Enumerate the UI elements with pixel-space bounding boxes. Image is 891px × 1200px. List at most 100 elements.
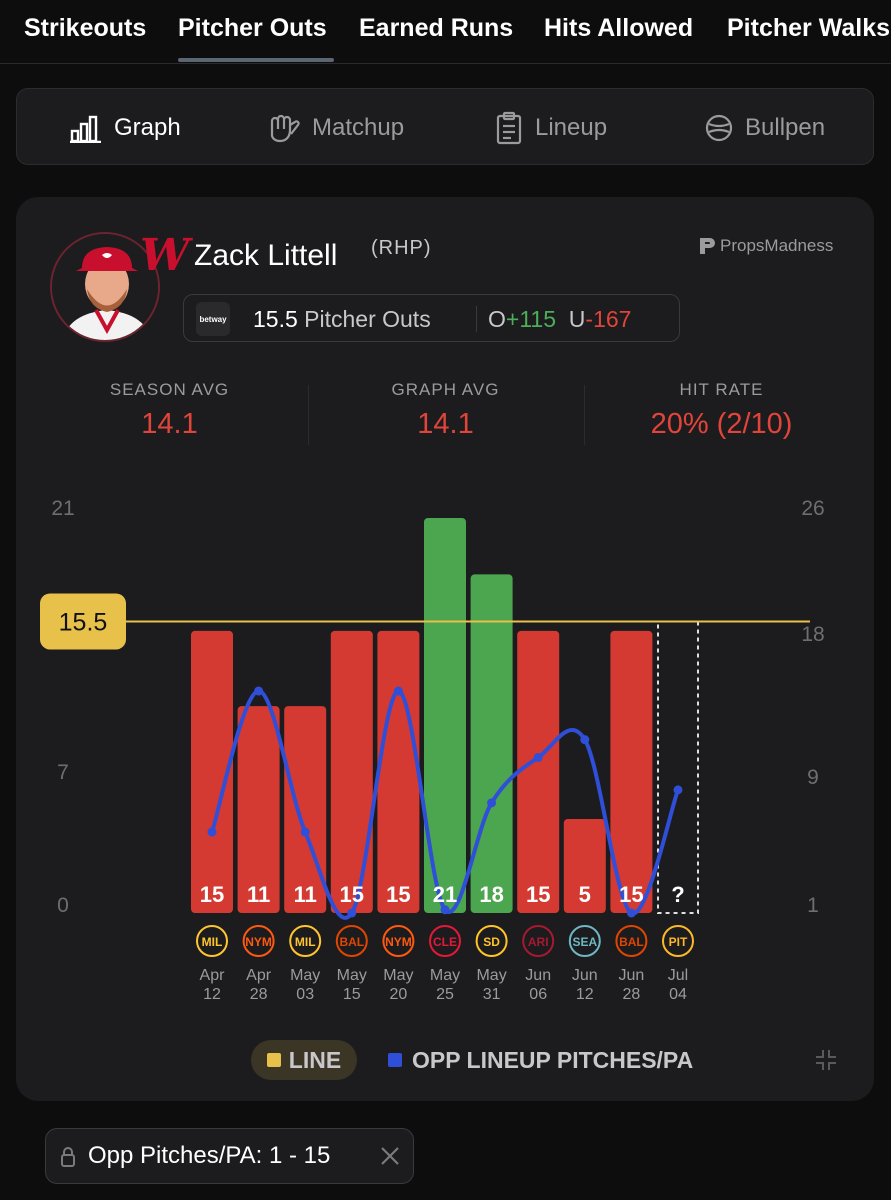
team-badge-label: SEA [572, 935, 597, 949]
opp-pitches-point [673, 785, 683, 795]
prop-market: Pitcher Outs [304, 306, 431, 332]
tab-earned-runs[interactable]: Earned Runs [359, 14, 514, 42]
brand-name: PropsMadness [720, 236, 834, 255]
opp-pitches-filter-chip[interactable]: Opp Pitches/PA: 1 - 15 [45, 1128, 414, 1184]
y-left-tick-label: 0 [57, 894, 69, 917]
bar-value-label: 15 [200, 882, 224, 907]
sportsbook-logo: betway [196, 302, 230, 336]
prop-line-pill[interactable]: betway 15.5 Pitcher Outs O+115 U-167 [183, 294, 680, 342]
bullpen-view-button[interactable]: Bullpen [705, 89, 825, 166]
x-tick-month: Apr [200, 967, 226, 984]
close-icon[interactable] [379, 1145, 401, 1167]
legend-opp-pitches[interactable]: OPP LINEUP PITCHES/PA [388, 1040, 693, 1080]
team-badge [289, 925, 322, 957]
x-tick-day: 25 [436, 986, 454, 1003]
bar-value-label: 21 [433, 882, 457, 907]
bar-value-label: 11 [247, 882, 270, 907]
opp-pitches-point [347, 908, 357, 918]
team-badge-label: BAL [619, 935, 644, 949]
view-selector: Graph Matchup Lineup Bullpen [16, 88, 874, 165]
player-name: Zack Littell [194, 239, 338, 272]
x-tick-month: Jun [619, 967, 645, 984]
team-badge-label: CLE [433, 935, 457, 949]
team-badge [662, 925, 694, 957]
tab-strikeouts[interactable]: Strikeouts [24, 14, 147, 42]
opp-pitches-point [487, 798, 497, 808]
opp-pitches-point [440, 905, 450, 915]
lineup-view-button[interactable]: Lineup [495, 89, 607, 166]
legend-line-label: LINE [288, 1046, 342, 1073]
team-badge-label: BAL [339, 935, 364, 949]
stat-value: 20% (2/10) [650, 408, 793, 440]
x-tick-day: 06 [529, 986, 547, 1003]
x-tick-month: May [476, 967, 506, 984]
x-tick-day: 12 [203, 986, 221, 1003]
bar-value-label: 15 [619, 882, 643, 907]
bar-apr-12 [191, 630, 233, 913]
team-badge-label: MIL [202, 935, 223, 949]
line-badge [40, 593, 126, 650]
legend-opp-label: OPP LINEUP PITCHES/PA [412, 1046, 694, 1073]
bar-jun-12 [563, 818, 606, 913]
opp-pitches-point [580, 735, 590, 745]
opp-pitches-point [533, 752, 543, 762]
stat-label: SEASON AVG [109, 380, 230, 399]
active-tab-indicator [178, 58, 334, 62]
bar-may-25 [424, 518, 466, 913]
under-odds: -167 [585, 306, 632, 332]
clipboard-icon [496, 111, 522, 144]
hit-rate-stat: HIT RATE 20% (2/10) [584, 380, 859, 441]
stat-label: GRAPH AVG [391, 380, 500, 399]
bar-value-label: 15 [340, 882, 364, 907]
tab-hits-allowed[interactable]: Hits Allowed [544, 14, 694, 42]
stat-divider [584, 385, 585, 445]
team-badge [242, 925, 275, 957]
bar-value-label: 18 [479, 882, 503, 907]
legend-line[interactable]: LINE [251, 1040, 357, 1080]
legend-line-swatch [266, 1053, 281, 1067]
team-badge-label: PIT [669, 935, 688, 949]
tab-pitcher-walks[interactable]: Pitcher Walks [727, 14, 891, 42]
y-left-tick-label: 7 [57, 761, 69, 784]
bar-chart-icon [70, 115, 101, 143]
bar-may-31 [470, 574, 513, 913]
x-tick-month: Jul [668, 967, 688, 984]
matchup-view-button[interactable]: Matchup [266, 89, 404, 166]
x-tick-month: May [290, 967, 320, 984]
team-badge [522, 925, 555, 957]
baseball-icon [705, 114, 733, 141]
bar-value-label: ? [671, 882, 684, 907]
x-tick-month: Jun [572, 967, 598, 984]
x-tick-day: 03 [296, 986, 314, 1003]
graph-view-button[interactable]: Graph [70, 89, 181, 166]
bar-may-15 [330, 630, 373, 913]
x-tick-day: 15 [343, 986, 361, 1003]
line-badge-label: 15.5 [59, 608, 108, 636]
collapse-icon[interactable] [814, 1048, 838, 1072]
x-tick-day: 04 [669, 986, 687, 1003]
tab-pitcher-outs[interactable]: Pitcher Outs [178, 14, 327, 42]
opp-pitches-point [300, 827, 310, 837]
stat-label: HIT RATE [679, 380, 764, 399]
bar-jun-28 [610, 630, 653, 913]
x-tick-day: 31 [483, 986, 501, 1003]
over-prefix: O [488, 306, 506, 332]
opp-pitches-point [393, 686, 403, 696]
team-badge [429, 925, 461, 957]
pitcher-outs-chart: 21 7 0 26 18 9 1 15.5 15 11 11 15 15 21 18 15 5 15 ? MIL NYM… [40, 497, 825, 1003]
stat-value: 14.1 [141, 408, 198, 440]
team-badge-label: SD [483, 935, 500, 949]
x-tick-day: 20 [390, 986, 408, 1003]
team-badge-label: NYM [385, 935, 412, 949]
stat-divider [308, 385, 309, 445]
team-logo: W [140, 230, 190, 281]
lock-icon [61, 1147, 75, 1167]
x-tick-day: 28 [250, 986, 268, 1003]
over-odds: +115 [505, 306, 556, 332]
avatar [50, 232, 160, 342]
x-tick-month: Apr [246, 967, 272, 984]
x-tick-month: Jun [525, 967, 551, 984]
x-tick-month: May [337, 967, 367, 984]
season-avg-stat: SEASON AVG 14.1 [32, 380, 307, 441]
graph-avg-stat: GRAPH AVG 14.1 [308, 380, 583, 441]
